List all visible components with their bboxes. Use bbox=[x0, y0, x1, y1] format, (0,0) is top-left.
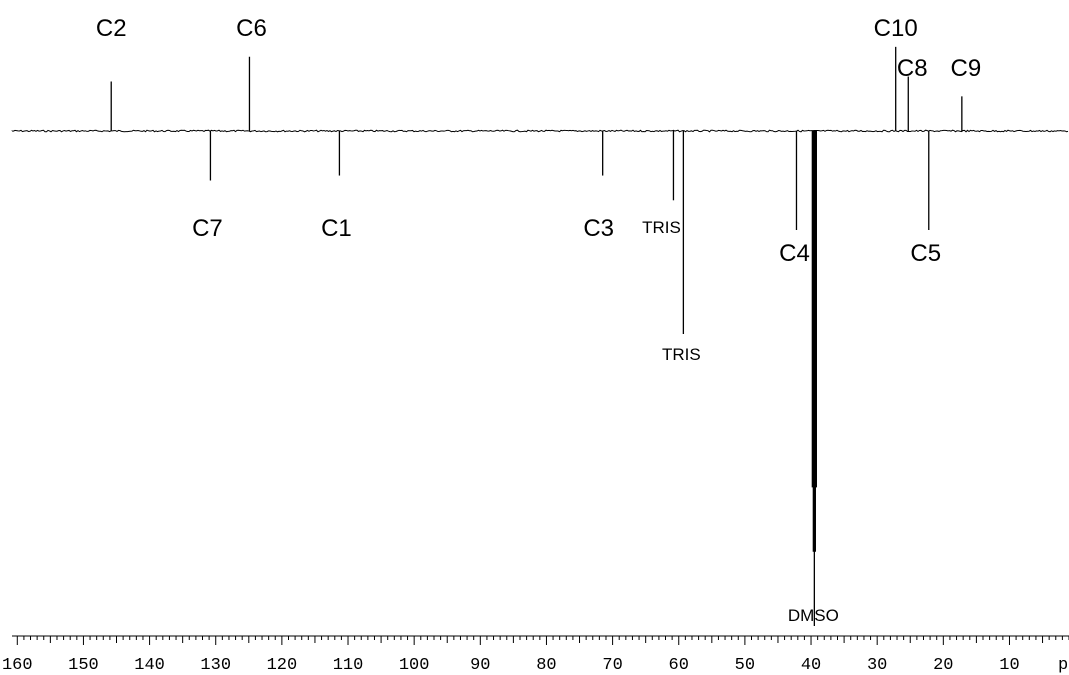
peak-c8-10-label: C8 bbox=[897, 55, 928, 82]
x-tick-label-20: 20 bbox=[933, 656, 953, 675]
x-tick-label-110: 110 bbox=[333, 656, 364, 675]
x-tick-label-70: 70 bbox=[602, 656, 622, 675]
x-tick-label-160: 160 bbox=[2, 656, 33, 675]
x-tick-label-10: 10 bbox=[999, 656, 1019, 675]
spectrum-baseline bbox=[11, 129, 1069, 133]
peak-c7-2-label: C7 bbox=[192, 215, 223, 242]
x-tick-label-60: 60 bbox=[669, 656, 689, 675]
x-tick-label-50: 50 bbox=[735, 656, 755, 675]
x-tick-label-30: 30 bbox=[867, 656, 887, 675]
peak-c9-12-label: C9 bbox=[951, 55, 982, 82]
peak-c5-11-label: C5 bbox=[910, 240, 941, 267]
x-tick-label-120: 120 bbox=[267, 656, 298, 675]
x-axis: 160 150 140 130 120 110 100 90 80 70 60 50 40 30 20 10 bbox=[2, 635, 1069, 675]
x-tick-label-140: 140 bbox=[134, 656, 165, 675]
x-tick-label-80: 80 bbox=[536, 656, 556, 675]
peak-c6-1-label: C6 bbox=[236, 15, 267, 42]
x-tick-label-150: 150 bbox=[68, 656, 99, 675]
peak-tris-5-label: TRIS bbox=[642, 218, 681, 237]
x-tick-label-40: 40 bbox=[801, 656, 821, 675]
x-axis-unit-label: ppm bbox=[1058, 656, 1069, 675]
x-tick-label-100: 100 bbox=[399, 656, 430, 675]
peak-tris-6-label: TRIS bbox=[662, 345, 701, 364]
peak-c4-7-label: C4 bbox=[779, 240, 810, 267]
x-tick-label-90: 90 bbox=[470, 656, 490, 675]
x-tick-label-130: 130 bbox=[200, 656, 231, 675]
peak-c3-4-label: C3 bbox=[583, 215, 614, 242]
peak-c10-9-label: C10 bbox=[874, 15, 918, 42]
peak-c1-3-label: C1 bbox=[321, 215, 352, 242]
peak-c2-0-label: C2 bbox=[96, 15, 127, 42]
peak-dmso-8-label: DMSO bbox=[788, 606, 839, 625]
